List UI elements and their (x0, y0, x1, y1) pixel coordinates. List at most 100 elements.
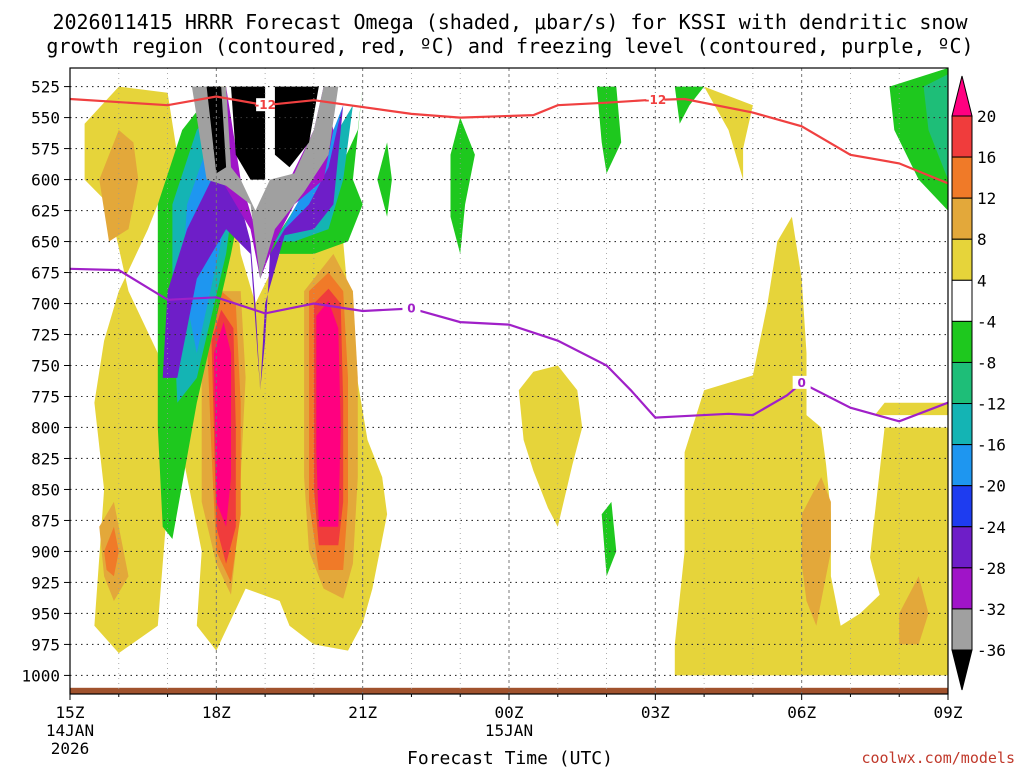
colorbar-label-12: -32 (977, 600, 1006, 619)
colorbar-label-2: 12 (977, 189, 996, 208)
y-axis-ticks: 525 550 575 600 625 650 675 700 725 750 775 800 825 8… (21, 78, 70, 685)
ytick-label-675: 675 (31, 264, 60, 283)
freezing-level-contour-label-1: 0 (797, 376, 805, 390)
colorbar-label-10: -24 (977, 518, 1006, 537)
colorbar-label-1: 16 (977, 148, 996, 167)
colorbar-label-11: -28 (977, 559, 1006, 578)
ytick-label-1000: 1000 (21, 666, 60, 685)
dgz-contour-minus12 (70, 95, 948, 185)
colorbar-swatch-5 (951, 279, 973, 322)
colorbar-swatch-3 (951, 197, 973, 240)
colorbar-label-13: -36 (977, 641, 1006, 660)
omega-region-_4_to_8-4 (596, 86, 622, 174)
xtick-label-09Z: 09Z (934, 703, 963, 722)
omega-region-8_to_12-5 (899, 576, 929, 645)
omega-region-4_to_8-4 (518, 365, 583, 527)
colorbar-label-6: -8 (977, 353, 996, 372)
chart-title-line2: growth region (contoured, red, ºC) and f… (46, 34, 973, 58)
omega-region-_4_to_8-5 (674, 86, 705, 124)
ytick-label-525: 525 (31, 78, 60, 97)
ytick-label-550: 550 (31, 109, 60, 128)
xtick-label-21Z: 21Z (348, 703, 377, 722)
omega-region-_4_to_8-1 (265, 86, 363, 254)
ytick-label-800: 800 (31, 418, 60, 437)
ytick-label-700: 700 (31, 295, 60, 314)
freezing-level-contour (70, 267, 948, 423)
omega-region-_4_to_8-7 (601, 501, 617, 577)
colorbar-top-arrow (951, 75, 973, 117)
omega-region-_32_to_36-0 (191, 86, 339, 279)
ytick-label-650: 650 (31, 233, 60, 252)
ytick-label-575: 575 (31, 140, 60, 159)
omega-region-_20_to_28-0 (162, 105, 344, 391)
dgz-contour-minus12-label-bg-0 (256, 98, 275, 112)
colorbar-swatch-9 (951, 444, 973, 487)
ytick-label-900: 900 (31, 542, 60, 561)
freezing-level-contour-label-bg-1 (792, 375, 811, 389)
ytick-label-750: 750 (31, 357, 60, 376)
colorbar-label-5: -4 (977, 312, 996, 331)
colorbar-swatch-2 (951, 156, 973, 199)
colorbar-label-0: 20 (977, 107, 996, 126)
ytick-label-850: 850 (31, 480, 60, 499)
colorbar-swatch-6 (951, 320, 973, 363)
freezing-level-contour-label-bg-0 (402, 301, 421, 315)
colorbar-swatch-13 (951, 608, 973, 651)
contour-lines: -12 -12 0 0 (70, 92, 948, 423)
colorbar-swatch-1 (951, 115, 973, 158)
ytick-label-950: 950 (31, 604, 60, 623)
colorbar-label-4: 4 (977, 271, 987, 290)
ground-surface (70, 687, 948, 694)
ground-strip (70, 687, 948, 694)
chart-title-line1: 2026011415 HRRR Forecast Omega (shaded, … (52, 10, 968, 34)
xtick-label-15Z: 15Z (56, 703, 85, 722)
omega-region-_8_to_12-0 (923, 74, 948, 180)
dgz-contour-minus12-label-1: -12 (644, 93, 666, 107)
colorbar-swatch-4 (951, 238, 973, 281)
xtick-label-00Z: 00Z (495, 703, 524, 722)
ytick-label-925: 925 (31, 573, 60, 592)
xtick-label-03Z: 03Z (641, 703, 670, 722)
omega-region-8_to_12-4 (801, 477, 831, 626)
colorbar: 20 16 12 8 4 -4 -8 -12 -16 -20 -24 -28 -32 -36 (951, 75, 1006, 691)
ytick-label-625: 625 (31, 202, 60, 221)
xtick-label-06Z: 06Z (787, 703, 816, 722)
omega-region-8_to_12-0 (99, 130, 139, 242)
ytick-label-875: 875 (31, 511, 60, 530)
omega-region-4_to_8-0 (84, 86, 178, 654)
colorbar-swatch-10 (951, 485, 973, 528)
ytick-label-825: 825 (31, 449, 60, 468)
xtick-label-18Z: 18Z (202, 703, 231, 722)
omega-shading (84, 68, 948, 676)
ytick-label-775: 775 (31, 387, 60, 406)
ytick-label-725: 725 (31, 326, 60, 345)
omega-region-12_to_16-0 (104, 526, 119, 577)
omega-region-20_-0 (213, 322, 231, 527)
x-axis-label: Forecast Time (UTC) (407, 748, 613, 768)
colorbar-swatch-8 (951, 403, 973, 446)
xtick-date-15Z: 14JAN (46, 721, 94, 740)
omega-region-4_to_8-2 (674, 216, 948, 676)
freezing-level-contour-label-0: 0 (407, 301, 415, 315)
colorbar-swatch-12 (951, 567, 973, 610)
omega-region-_4_to_8-3 (450, 117, 475, 254)
omega-region-_36-2 (274, 86, 319, 168)
credit-text: coolwx.com/models (861, 749, 1015, 767)
omega-region-20_-1 (316, 301, 341, 527)
colorbar-swatch-11 (951, 526, 973, 569)
colorbar-bottom-arrow (951, 649, 973, 691)
colorbar-label-3: 8 (977, 230, 987, 249)
xtick-year-15Z: 2026 (51, 739, 90, 758)
xtick-date-00Z: 15JAN (485, 721, 533, 740)
colorbar-label-7: -12 (977, 395, 1006, 414)
ytick-label-600: 600 (31, 171, 60, 190)
colorbar-label-9: -20 (977, 477, 1006, 496)
dgz-contour-minus12-label-bg-1 (646, 92, 665, 106)
colorbar-label-8: -16 (977, 436, 1006, 455)
omega-region-4_to_8-3 (704, 86, 753, 180)
colorbar-swatch-7 (951, 361, 973, 405)
ytick-label-975: 975 (31, 635, 60, 654)
dgz-contour-minus12-label-0: -12 (254, 98, 276, 112)
